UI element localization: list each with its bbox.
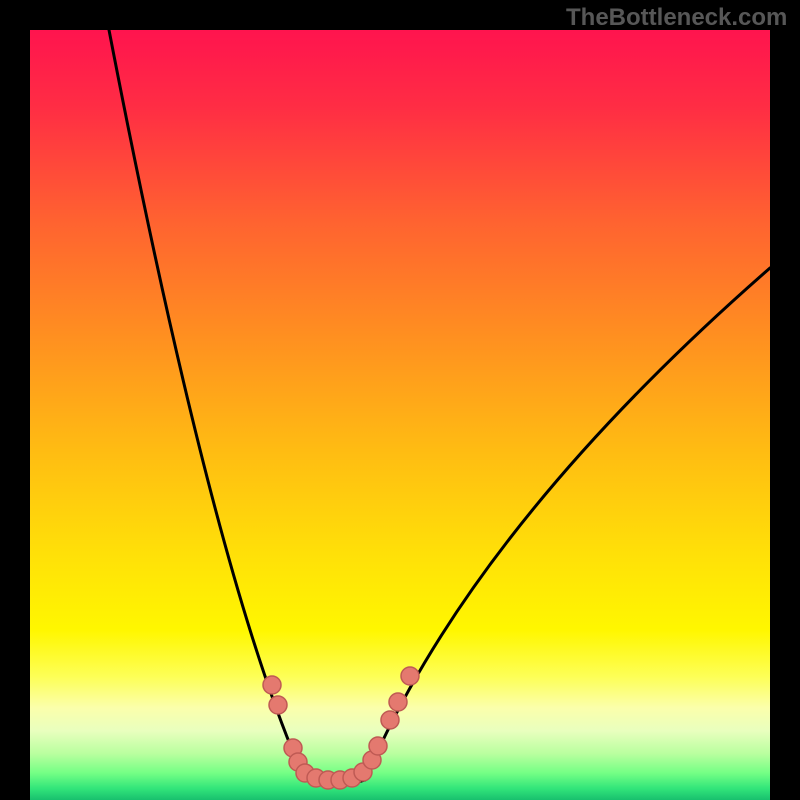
data-marker: [269, 696, 287, 714]
data-marker: [389, 693, 407, 711]
bottleneck-chart: [0, 0, 800, 800]
frame-border-left: [0, 0, 30, 800]
data-marker: [381, 711, 399, 729]
gradient-background: [30, 30, 770, 800]
data-marker: [369, 737, 387, 755]
data-marker: [263, 676, 281, 694]
data-marker: [401, 667, 419, 685]
frame-border-right: [770, 0, 800, 800]
watermark-text: TheBottleneck.com: [566, 4, 787, 32]
